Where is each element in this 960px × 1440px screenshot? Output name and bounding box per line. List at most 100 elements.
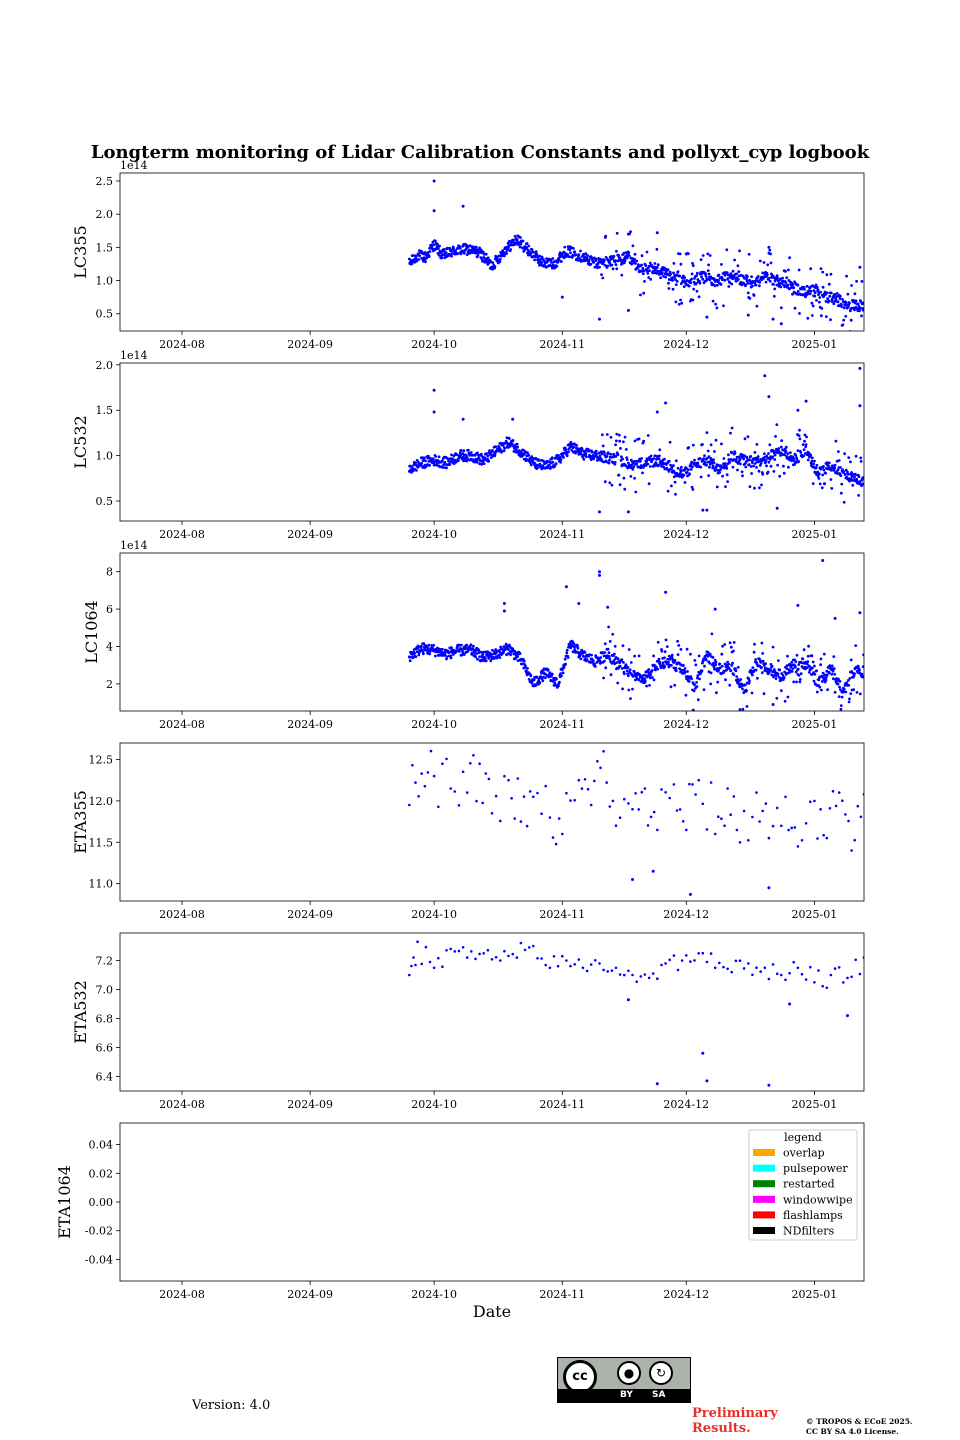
data-point bbox=[846, 292, 850, 296]
data-point bbox=[674, 669, 678, 673]
x-tick-label: 2024-10 bbox=[411, 1098, 457, 1111]
data-point bbox=[725, 248, 729, 252]
data-point bbox=[731, 277, 734, 281]
data-point bbox=[657, 657, 661, 661]
data-point bbox=[838, 680, 842, 683]
data-point bbox=[703, 664, 706, 668]
data-point bbox=[698, 677, 701, 681]
data-point bbox=[838, 297, 842, 301]
data-point bbox=[646, 824, 650, 827]
data-point bbox=[598, 454, 602, 458]
x-tick-label: 2024-09 bbox=[287, 718, 333, 731]
data-point bbox=[707, 455, 711, 458]
data-point bbox=[469, 762, 472, 765]
data-point bbox=[730, 426, 734, 430]
outlier-point bbox=[771, 317, 775, 321]
data-point bbox=[623, 797, 626, 801]
data-point bbox=[800, 839, 804, 842]
data-point bbox=[443, 461, 447, 464]
data-point bbox=[531, 250, 535, 254]
data-point bbox=[784, 445, 788, 449]
data-point bbox=[776, 463, 779, 467]
data-point bbox=[736, 665, 740, 669]
data-point bbox=[590, 450, 594, 454]
data-point bbox=[643, 679, 647, 683]
x-tick-label: 2024-10 bbox=[411, 718, 457, 731]
data-point bbox=[408, 973, 411, 977]
data-point bbox=[434, 455, 438, 458]
data-point bbox=[718, 666, 722, 670]
data-point bbox=[554, 842, 558, 846]
legend-label-ndfilters: NDfilters bbox=[783, 1225, 834, 1238]
data-point bbox=[713, 966, 717, 970]
data-point bbox=[593, 665, 597, 668]
data-point bbox=[549, 466, 553, 469]
data-point bbox=[598, 265, 601, 269]
data-point bbox=[679, 262, 683, 266]
data-point bbox=[536, 957, 539, 960]
data-point bbox=[814, 466, 818, 470]
data-point bbox=[509, 248, 512, 251]
y-tick-label: 7.0 bbox=[96, 984, 114, 997]
data-point bbox=[850, 284, 853, 287]
data-point bbox=[640, 457, 643, 460]
data-point bbox=[813, 291, 817, 295]
data-point bbox=[853, 292, 857, 296]
data-point bbox=[779, 306, 783, 310]
data-point bbox=[469, 643, 473, 647]
data-point bbox=[540, 957, 543, 960]
data-point bbox=[431, 457, 435, 461]
data-point bbox=[571, 650, 575, 654]
outlier-point bbox=[858, 611, 862, 615]
data-point bbox=[840, 695, 844, 699]
data-point bbox=[792, 286, 796, 290]
cc-license-badge[interactable]: cc ● ↻ BY SA bbox=[557, 1357, 691, 1403]
data-point bbox=[432, 774, 436, 778]
data-point bbox=[516, 655, 519, 659]
data-point bbox=[475, 652, 479, 655]
data-point bbox=[420, 462, 424, 465]
data-point bbox=[844, 301, 848, 305]
data-point bbox=[668, 958, 671, 962]
data-point bbox=[859, 815, 863, 819]
data-point bbox=[699, 475, 703, 479]
data-point bbox=[855, 279, 858, 283]
data-point bbox=[629, 230, 632, 234]
data-point bbox=[652, 810, 656, 814]
outlier-point bbox=[767, 886, 771, 890]
data-point bbox=[613, 644, 617, 648]
data-point bbox=[585, 969, 589, 973]
data-point bbox=[760, 483, 763, 487]
data-point bbox=[721, 644, 724, 648]
data-point bbox=[725, 467, 729, 470]
data-point bbox=[783, 453, 786, 457]
data-point bbox=[569, 799, 572, 802]
data-point bbox=[672, 262, 676, 265]
data-point bbox=[612, 254, 616, 258]
data-point bbox=[430, 644, 434, 647]
data-point bbox=[821, 984, 824, 988]
data-point bbox=[671, 657, 674, 661]
data-point bbox=[603, 259, 606, 262]
data-point bbox=[774, 677, 778, 680]
data-point bbox=[476, 657, 479, 661]
data-point bbox=[764, 280, 768, 284]
data-point bbox=[738, 708, 742, 711]
data-point bbox=[797, 434, 801, 437]
data-point bbox=[676, 653, 680, 656]
data-point bbox=[781, 673, 785, 677]
data-point bbox=[572, 642, 576, 646]
outlier-point bbox=[705, 508, 709, 512]
data-point bbox=[550, 672, 554, 676]
outlier-point bbox=[821, 559, 825, 562]
data-point bbox=[449, 787, 453, 790]
data-point bbox=[688, 782, 691, 786]
data-point bbox=[609, 435, 613, 439]
data-point bbox=[830, 487, 834, 490]
data-point bbox=[482, 252, 486, 256]
data-point bbox=[834, 804, 838, 808]
data-point bbox=[561, 671, 565, 675]
data-point bbox=[822, 652, 826, 656]
data-point bbox=[614, 824, 618, 827]
